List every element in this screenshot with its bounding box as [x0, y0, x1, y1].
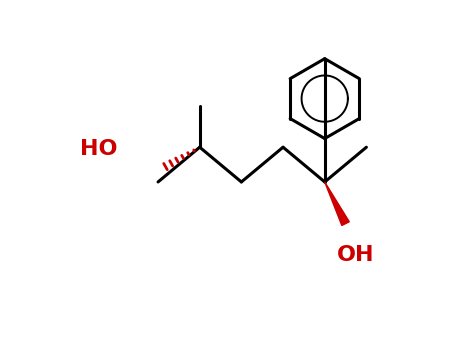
Text: HO: HO: [80, 139, 118, 159]
Polygon shape: [325, 182, 349, 225]
Text: OH: OH: [337, 245, 375, 265]
